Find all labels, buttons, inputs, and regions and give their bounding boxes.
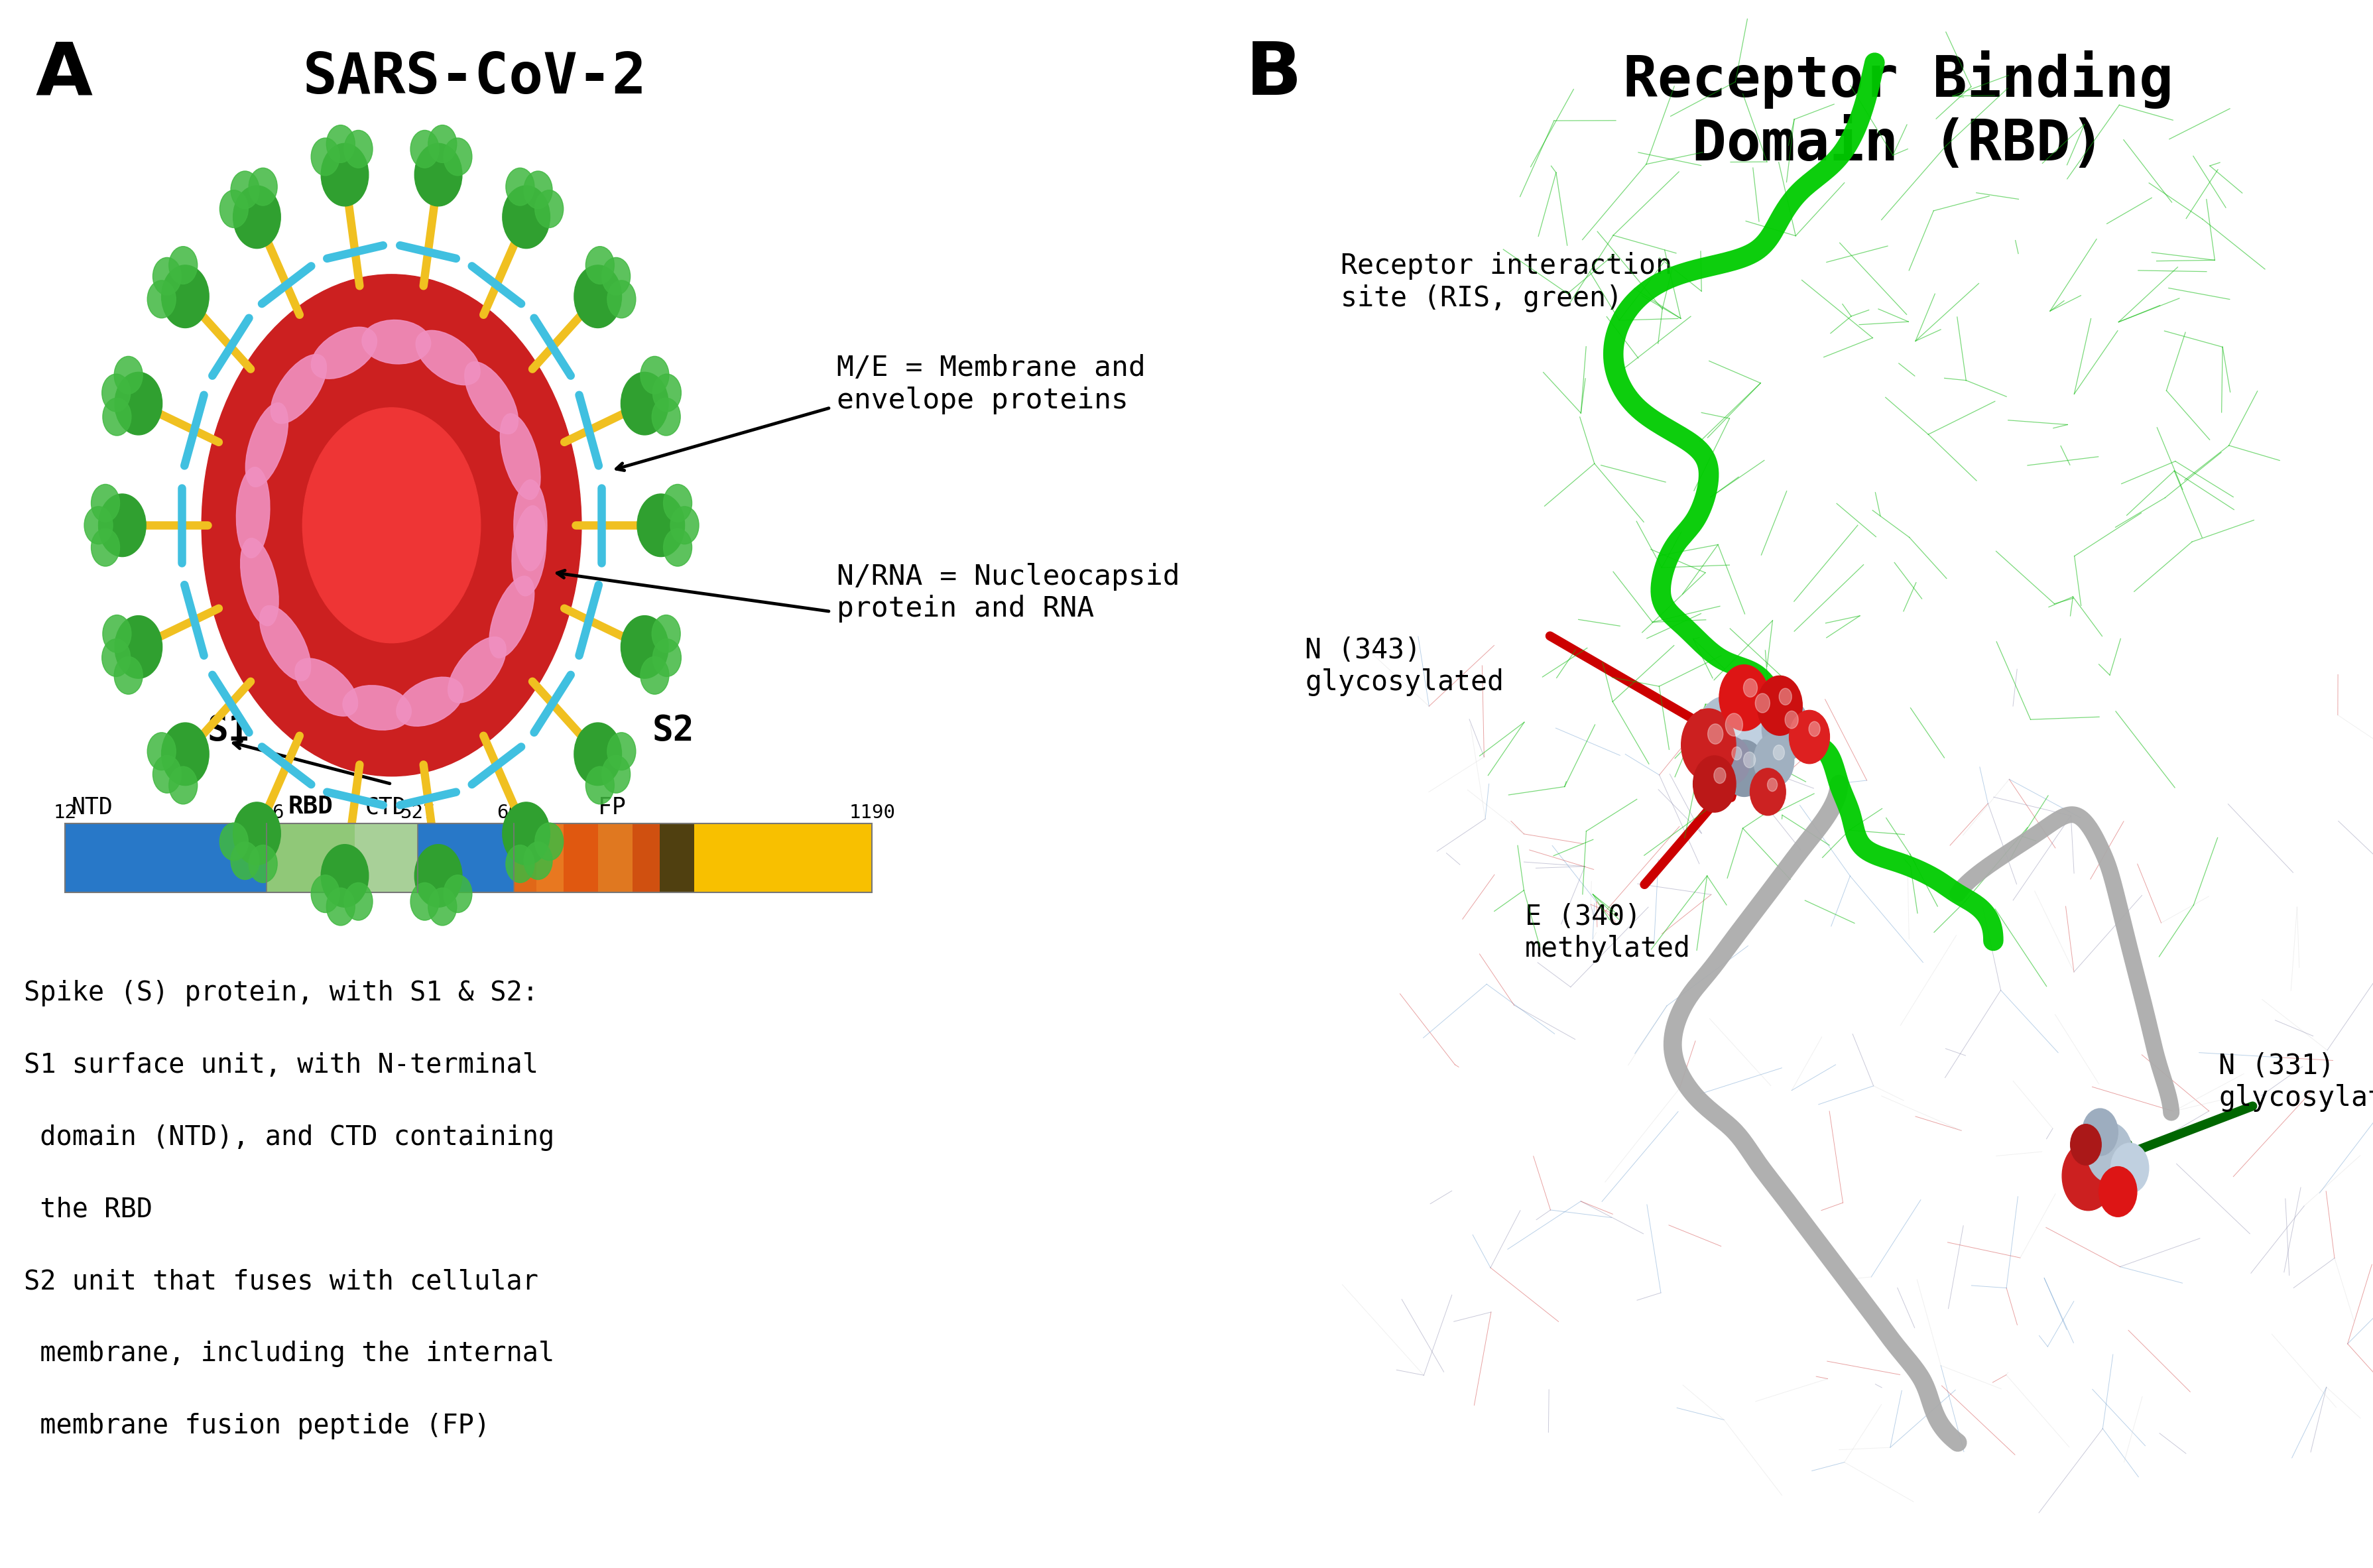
Circle shape — [669, 506, 698, 544]
Circle shape — [574, 265, 622, 328]
Circle shape — [1713, 768, 1725, 784]
Circle shape — [427, 125, 456, 163]
Bar — [536, 823, 565, 892]
Text: S2 unit that fuses with cellular: S2 unit that fuses with cellular — [24, 1269, 539, 1295]
Circle shape — [1784, 710, 1799, 729]
Circle shape — [444, 138, 472, 176]
Ellipse shape — [363, 320, 432, 364]
Circle shape — [607, 281, 636, 318]
Circle shape — [603, 756, 631, 793]
Circle shape — [249, 168, 278, 205]
Text: CTD: CTD — [365, 797, 406, 818]
Circle shape — [233, 803, 280, 866]
Circle shape — [1768, 778, 1777, 792]
Circle shape — [1773, 745, 1784, 760]
Circle shape — [147, 732, 176, 770]
Text: 1190: 1190 — [850, 804, 895, 823]
Bar — [515, 823, 536, 892]
Text: N (343)
glycosylated: N (343) glycosylated — [1305, 637, 1504, 696]
Circle shape — [102, 638, 131, 676]
Circle shape — [147, 281, 176, 318]
Ellipse shape — [342, 685, 411, 731]
Circle shape — [1694, 696, 1756, 778]
Circle shape — [503, 803, 551, 866]
Circle shape — [641, 657, 669, 695]
Text: 667: 667 — [496, 804, 532, 823]
Circle shape — [1780, 688, 1792, 706]
Ellipse shape — [237, 467, 271, 558]
Circle shape — [1732, 746, 1742, 760]
Ellipse shape — [465, 362, 517, 434]
Circle shape — [1709, 724, 1723, 745]
Circle shape — [304, 408, 479, 643]
Circle shape — [202, 274, 581, 776]
Bar — [266, 823, 356, 892]
Circle shape — [1713, 737, 1751, 784]
Text: 12: 12 — [55, 804, 76, 823]
Circle shape — [607, 732, 636, 770]
Text: N (331)
glycosylated: N (331) glycosylated — [2219, 1052, 2373, 1112]
Ellipse shape — [271, 354, 327, 423]
Circle shape — [1694, 756, 1735, 812]
Circle shape — [161, 723, 209, 786]
Circle shape — [1756, 676, 1803, 735]
Circle shape — [1730, 679, 1782, 748]
Circle shape — [2100, 1167, 2138, 1217]
Circle shape — [327, 887, 356, 925]
Text: RBD: RBD — [287, 795, 332, 818]
Text: S1: S1 — [206, 713, 249, 748]
Circle shape — [1749, 768, 1787, 815]
Circle shape — [653, 398, 681, 436]
Circle shape — [503, 185, 551, 248]
Circle shape — [100, 494, 147, 557]
Circle shape — [114, 657, 142, 695]
Text: Receptor Binding
Domain (RBD): Receptor Binding Domain (RBD) — [1623, 50, 2174, 172]
Bar — [660, 823, 693, 892]
Circle shape — [344, 883, 373, 920]
Circle shape — [102, 615, 131, 652]
Ellipse shape — [396, 677, 463, 726]
Circle shape — [641, 356, 669, 394]
Circle shape — [344, 130, 373, 168]
Circle shape — [415, 845, 463, 908]
Text: NTD: NTD — [71, 797, 112, 818]
Circle shape — [233, 185, 280, 248]
Circle shape — [102, 375, 131, 412]
Circle shape — [152, 756, 180, 793]
Text: the RBD: the RBD — [24, 1196, 152, 1223]
Ellipse shape — [244, 403, 287, 486]
Circle shape — [2112, 1143, 2150, 1193]
Circle shape — [249, 845, 278, 883]
Ellipse shape — [415, 331, 479, 386]
Text: B: B — [1246, 39, 1303, 110]
Circle shape — [161, 265, 209, 328]
Circle shape — [114, 372, 161, 434]
Circle shape — [534, 190, 562, 227]
Circle shape — [636, 494, 683, 557]
Bar — [598, 823, 631, 892]
Circle shape — [90, 485, 119, 522]
Circle shape — [664, 528, 693, 566]
Circle shape — [653, 638, 681, 676]
Circle shape — [1789, 710, 1830, 764]
Bar — [693, 823, 871, 892]
Text: S2: S2 — [653, 713, 695, 748]
Circle shape — [221, 190, 249, 227]
Circle shape — [1808, 721, 1820, 737]
Ellipse shape — [259, 605, 311, 681]
Ellipse shape — [240, 538, 278, 626]
Text: N/RNA = Nucleocapsid
protein and RNA: N/RNA = Nucleocapsid protein and RNA — [835, 563, 1179, 622]
Circle shape — [311, 138, 339, 176]
Text: S1 surface unit, with N-terminal: S1 surface unit, with N-terminal — [24, 1052, 539, 1079]
Circle shape — [505, 168, 534, 205]
Circle shape — [114, 356, 142, 394]
Circle shape — [415, 143, 463, 205]
Text: membrane, including the internal: membrane, including the internal — [24, 1341, 555, 1367]
Circle shape — [411, 130, 439, 168]
Text: M/E = Membrane and
envelope proteins: M/E = Membrane and envelope proteins — [835, 354, 1146, 414]
Circle shape — [152, 257, 180, 295]
Circle shape — [168, 246, 197, 284]
Ellipse shape — [294, 659, 358, 717]
Circle shape — [221, 823, 249, 861]
Circle shape — [664, 485, 693, 522]
